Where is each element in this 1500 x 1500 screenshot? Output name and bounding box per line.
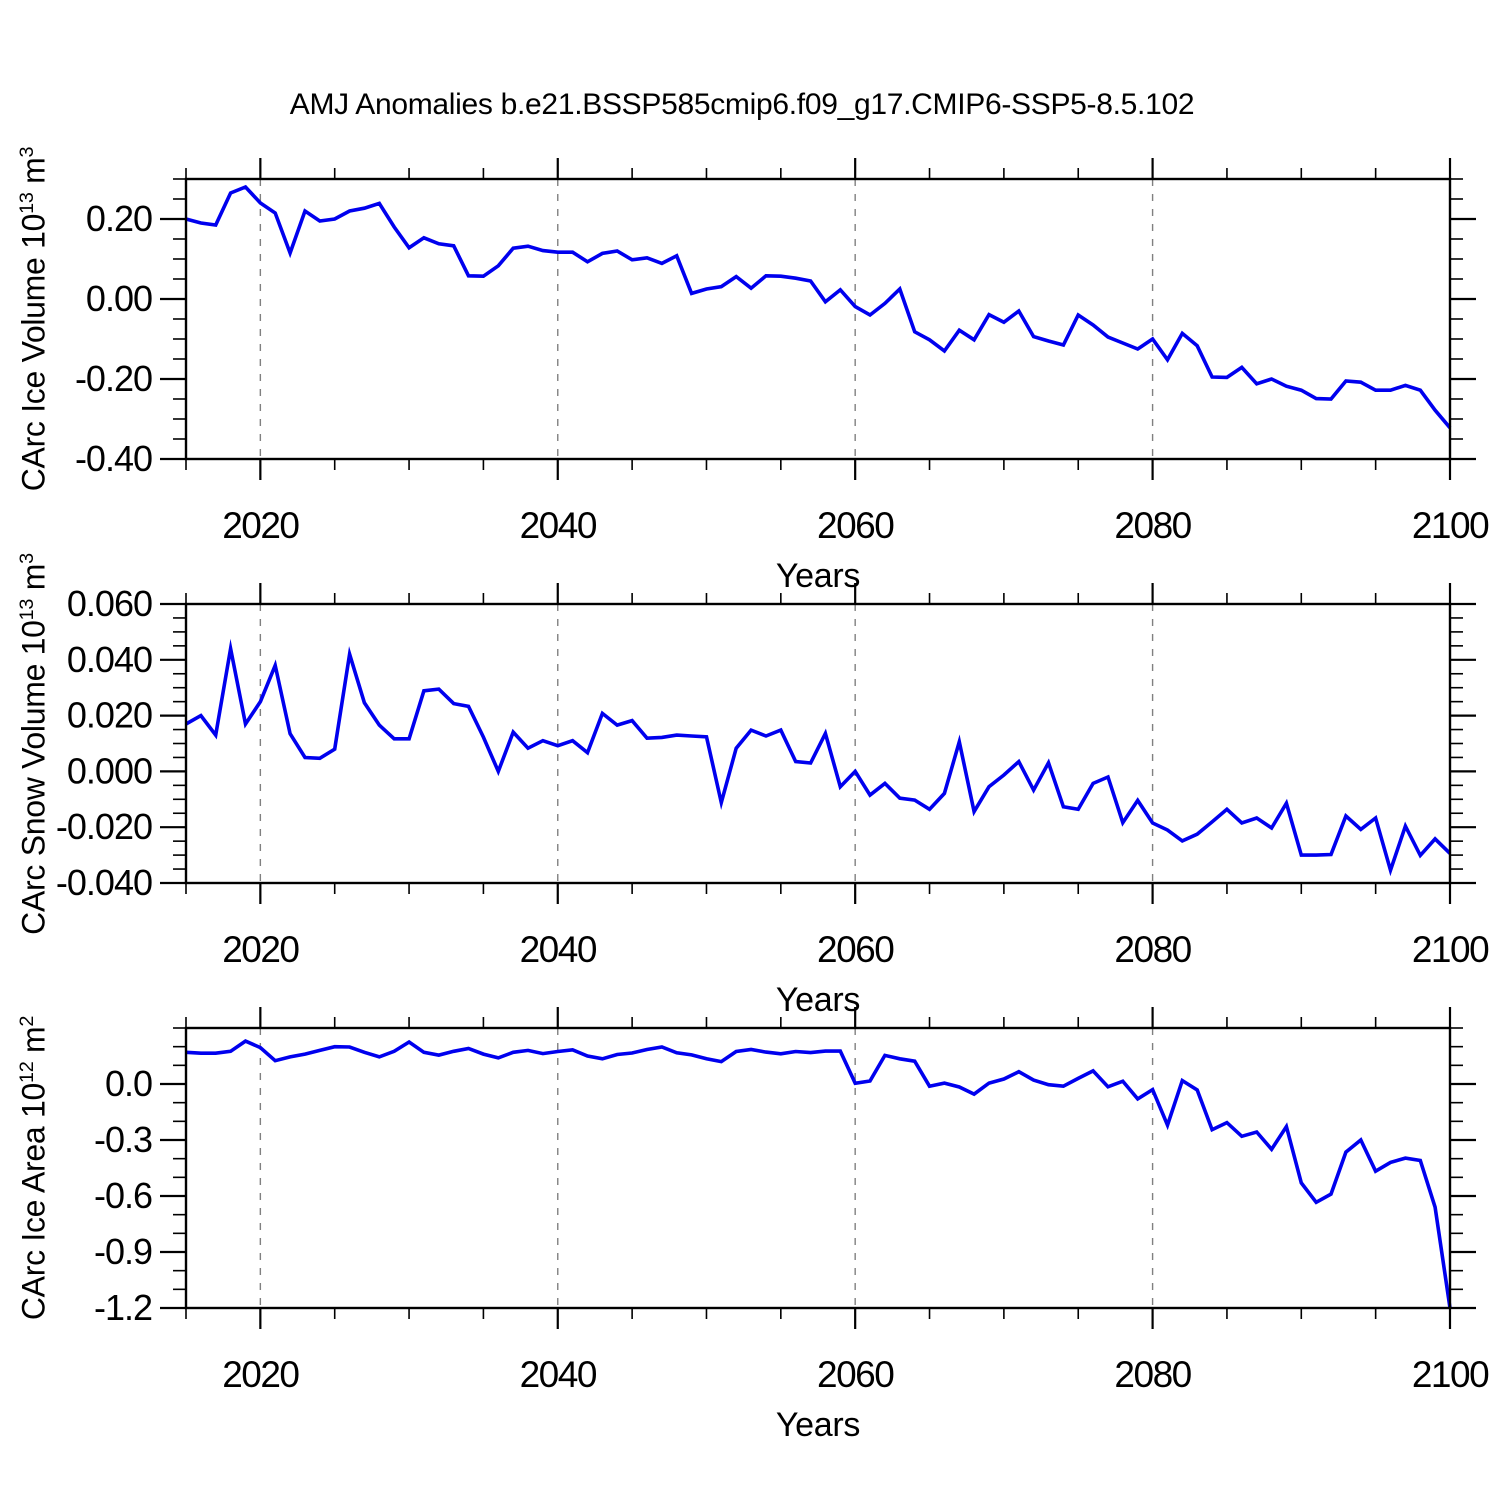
svg-text:2020: 2020 xyxy=(222,505,299,546)
svg-text:2100: 2100 xyxy=(1412,929,1489,970)
x-axis-label-years-panel1: Years xyxy=(775,557,861,595)
panel-ice-area: 2020 2040 2060 2080 2100 0.0 -0.3 -0.6 -0.9 -1.2 xyxy=(94,1007,1491,1395)
svg-text:0.060: 0.060 xyxy=(67,583,152,624)
svg-text:2060: 2060 xyxy=(817,505,894,546)
svg-text:-0.3: -0.3 xyxy=(94,1119,152,1160)
svg-text:2080: 2080 xyxy=(1114,929,1191,970)
panel-snow-volume: 2020 2040 2060 2080 2100 0.060 0.040 0.020 0.000… xyxy=(56,583,1491,970)
svg-text:0.000: 0.000 xyxy=(67,750,152,791)
svg-text:2100: 2100 xyxy=(1412,1354,1489,1395)
svg-text:2060: 2060 xyxy=(817,1354,894,1395)
svg-text:2040: 2040 xyxy=(520,929,597,970)
svg-text:2020: 2020 xyxy=(222,1354,299,1395)
svg-text:2080: 2080 xyxy=(1114,1354,1191,1395)
svg-text:0.0: 0.0 xyxy=(105,1063,152,1104)
svg-text:2040: 2040 xyxy=(520,505,597,546)
svg-text:-0.020: -0.020 xyxy=(56,806,152,847)
x-axis-label-years-panel2: Years xyxy=(775,981,861,1019)
svg-text:-0.40: -0.40 xyxy=(75,438,152,479)
svg-text:2080: 2080 xyxy=(1114,505,1191,546)
svg-text:-1.2: -1.2 xyxy=(94,1287,152,1328)
panel-ice-volume: 2020 2040 2060 2080 2100 0.20 0.00 -0.20 -0.40 xyxy=(75,158,1491,546)
svg-text:-0.040: -0.040 xyxy=(56,862,152,903)
svg-text:-0.9: -0.9 xyxy=(94,1231,152,1272)
svg-text:0.040: 0.040 xyxy=(67,639,152,680)
svg-text:2060: 2060 xyxy=(817,929,894,970)
svg-text:2100: 2100 xyxy=(1412,505,1489,546)
svg-text:-0.20: -0.20 xyxy=(75,358,152,399)
svg-text:2040: 2040 xyxy=(520,1354,597,1395)
svg-text:-0.6: -0.6 xyxy=(94,1175,152,1216)
x-axis-label-years-panel3: Years xyxy=(775,1406,861,1444)
svg-text:0.00: 0.00 xyxy=(86,278,152,319)
chart-title: AMJ Anomalies b.e21.BSSP585cmip6.f09_g17… xyxy=(289,88,1195,121)
svg-text:2020: 2020 xyxy=(222,929,299,970)
svg-text:0.20: 0.20 xyxy=(86,198,152,239)
svg-text:0.020: 0.020 xyxy=(67,695,152,736)
